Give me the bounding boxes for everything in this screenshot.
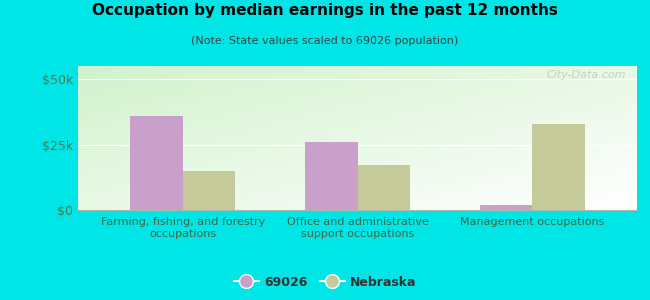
Bar: [183, 171, 235, 210]
Text: City-Data.com: City-Data.com: [546, 70, 626, 80]
Text: Occupation by median earnings in the past 12 months: Occupation by median earnings in the pas…: [92, 3, 558, 18]
Bar: [305, 142, 358, 210]
Bar: [358, 166, 410, 210]
Bar: [532, 124, 584, 210]
Legend: 69026, Nebraska: 69026, Nebraska: [229, 271, 421, 294]
Text: (Note: State values scaled to 69026 population): (Note: State values scaled to 69026 popu…: [191, 36, 459, 46]
Bar: [480, 205, 532, 210]
Bar: [131, 116, 183, 210]
